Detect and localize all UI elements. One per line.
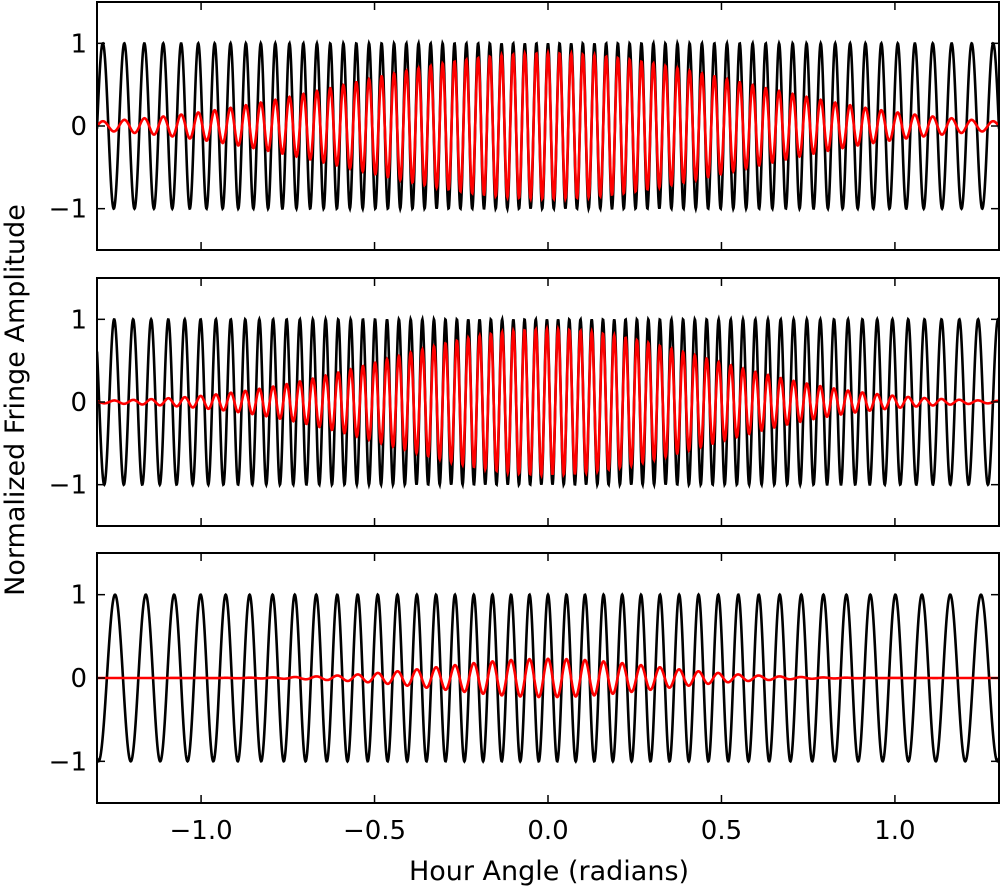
y-axis-label: Normalized Fringe Amplitude: [0, 204, 31, 596]
weighted-fringe-line-panel-1: [97, 48, 999, 204]
panel-1: −1 0 1: [49, 1, 1000, 251]
x-tick-label: 1.0: [874, 816, 915, 846]
x-tick-label: −1.0: [170, 816, 233, 846]
panel-3: −1 0 1 −1.0 −0.5 0.0 0.5 1.0: [49, 552, 1000, 846]
y-tick-label: 1: [70, 29, 87, 59]
fringe-line-panel-3: [97, 592, 999, 764]
panel-2: −1 0 1: [49, 277, 1000, 527]
x-tick-label: −0.5: [343, 816, 406, 846]
axes-frame-panel-1: [96, 1, 1000, 251]
y-tick-label: −1: [49, 195, 87, 225]
x-tick-label: 0.0: [527, 816, 568, 846]
y-tick-label: 0: [70, 664, 87, 694]
axes-frame-panel-2: [96, 277, 1000, 527]
y-tick-label: −1: [49, 747, 87, 777]
y-tick-label: 0: [70, 112, 87, 142]
y-tick-label: 1: [70, 305, 87, 335]
x-axis-label: Hour Angle (radians): [409, 856, 689, 887]
weighted-fringe-line-panel-3: [97, 657, 999, 699]
x-tick-label: 0.5: [701, 816, 742, 846]
y-tick-label: 1: [70, 581, 87, 611]
weighted-fringe-line-panel-2: [97, 324, 999, 480]
y-tick-label: 0: [70, 388, 87, 418]
panels: −1 0 1 −1 0 1 −1 0 1 −1.0 −0.5 0.0 0.5 1.0: [49, 1, 1000, 846]
fringe-line-panel-1: [97, 38, 999, 214]
y-tick-label: −1: [49, 471, 87, 501]
